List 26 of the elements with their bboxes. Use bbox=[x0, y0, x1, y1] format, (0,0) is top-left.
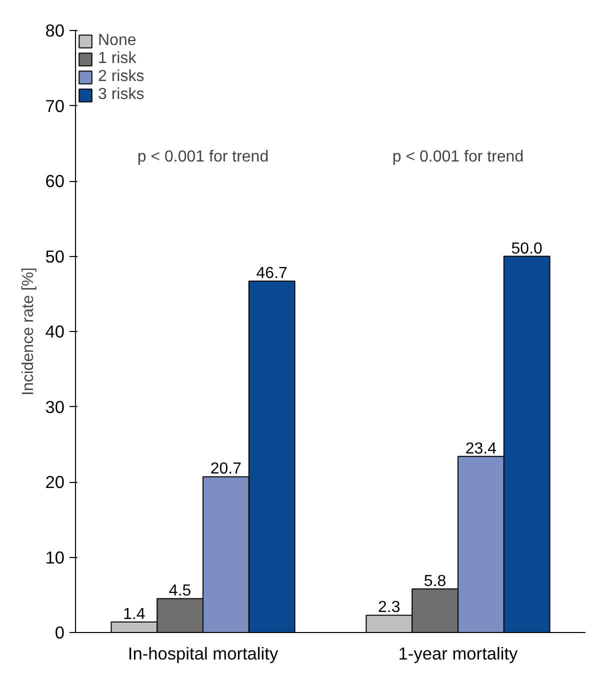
data-label: 46.7 bbox=[256, 265, 288, 282]
y-axis-title: Incidence rate [%] bbox=[20, 267, 38, 396]
y-tick-label: 40 bbox=[45, 322, 65, 342]
data-label: 23.4 bbox=[465, 440, 497, 458]
legend-label: 2 risks bbox=[98, 68, 144, 86]
y-tick-label: 20 bbox=[45, 472, 65, 492]
x-tick-label: In-hospital mortality bbox=[128, 644, 278, 664]
annotation: p < 0.001 for trend bbox=[392, 148, 524, 166]
legend-label: 3 risks bbox=[98, 86, 144, 104]
x-tick-label: 1-year mortality bbox=[398, 644, 518, 664]
y-tick-label: 80 bbox=[45, 20, 65, 40]
y-tick-label: 10 bbox=[45, 547, 65, 568]
data-label: 50.0 bbox=[511, 240, 543, 258]
y-tick-label: 30 bbox=[45, 396, 65, 417]
annotation: p < 0.001 for trend bbox=[137, 148, 269, 166]
data-label: 20.7 bbox=[210, 460, 242, 478]
legend-label: 1 risk bbox=[98, 50, 136, 68]
legend-label: None bbox=[98, 32, 136, 50]
data-label: 5.8 bbox=[424, 572, 446, 590]
data-label: 1.4 bbox=[123, 606, 146, 623]
y-tick-label: 60 bbox=[45, 171, 65, 191]
data-label: 4.5 bbox=[168, 582, 192, 600]
data-label: 2.3 bbox=[378, 599, 400, 616]
y-tick-label: 70 bbox=[45, 96, 65, 116]
y-tick-label: 0 bbox=[54, 622, 65, 642]
y-tick-label: 50 bbox=[45, 246, 65, 266]
